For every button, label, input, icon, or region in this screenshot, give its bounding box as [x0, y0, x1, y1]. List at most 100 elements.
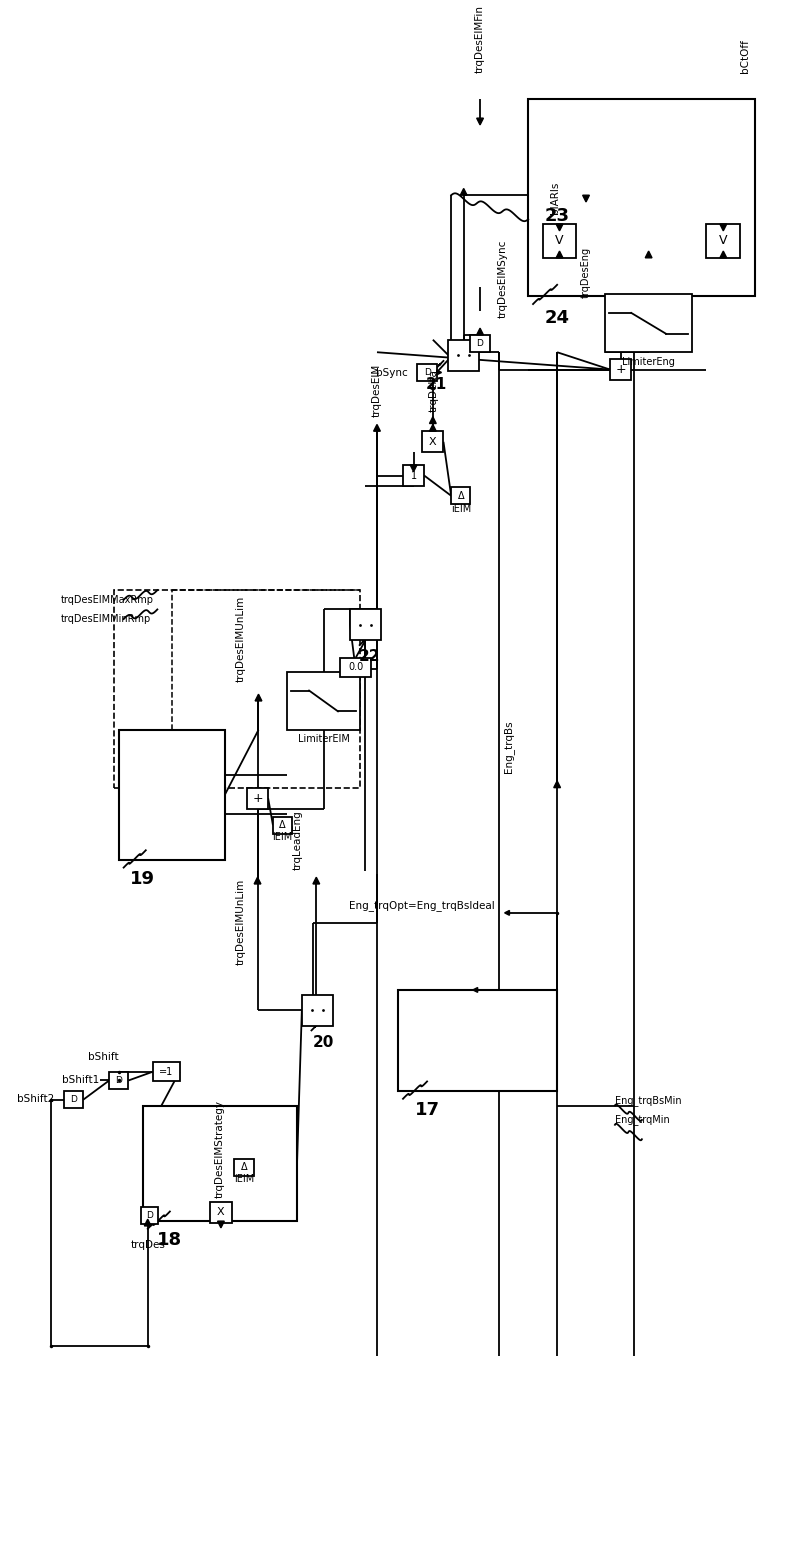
Text: trqLeadEng: trqLeadEng — [293, 810, 303, 870]
Text: D: D — [477, 340, 483, 347]
Text: Eng_trqMin: Eng_trqMin — [615, 1115, 670, 1126]
Polygon shape — [720, 223, 726, 231]
Polygon shape — [554, 780, 561, 788]
Text: V: V — [555, 234, 564, 248]
Polygon shape — [556, 223, 563, 231]
Text: trqDesEIM: trqDesEIM — [372, 363, 382, 417]
Polygon shape — [477, 329, 483, 335]
Text: D: D — [115, 1076, 122, 1086]
Text: trqDesEIMFin: trqDesEIMFin — [475, 5, 485, 73]
FancyBboxPatch shape — [398, 990, 557, 1090]
Polygon shape — [313, 878, 320, 884]
Text: D: D — [146, 1211, 153, 1219]
Text: bCtOff: bCtOff — [740, 39, 750, 73]
Text: Δ: Δ — [279, 820, 286, 830]
Polygon shape — [460, 189, 467, 195]
Polygon shape — [477, 118, 483, 126]
Text: bShift: bShift — [88, 1053, 119, 1062]
Text: trqDelta: trqDelta — [429, 369, 439, 413]
Text: X: X — [429, 437, 437, 447]
Text: Δ: Δ — [458, 490, 464, 501]
Polygon shape — [430, 425, 436, 431]
Text: iEIM: iEIM — [273, 831, 293, 842]
FancyBboxPatch shape — [422, 431, 443, 453]
FancyBboxPatch shape — [210, 1202, 231, 1224]
Text: bSync: bSync — [376, 369, 408, 378]
Text: 19: 19 — [130, 870, 155, 889]
Text: trqDesEng: trqDesEng — [581, 247, 591, 298]
FancyBboxPatch shape — [542, 223, 576, 257]
Text: +: + — [252, 791, 263, 805]
Text: +: + — [615, 363, 626, 375]
FancyBboxPatch shape — [64, 1090, 83, 1109]
Text: trqDesEIMMinRmp: trqDesEIMMinRmp — [61, 614, 151, 624]
Polygon shape — [720, 251, 726, 257]
Text: iEIM: iEIM — [450, 504, 471, 513]
Text: 23: 23 — [545, 208, 570, 225]
Polygon shape — [437, 371, 442, 375]
Polygon shape — [144, 1219, 151, 1225]
Text: trqDesEIMUnLim: trqDesEIMUnLim — [236, 596, 246, 682]
Text: Δ: Δ — [241, 1162, 247, 1173]
Text: bShift1: bShift1 — [62, 1075, 99, 1084]
Text: D: D — [424, 368, 430, 377]
FancyBboxPatch shape — [448, 340, 479, 371]
Text: trqDesEIMMaxRmp: trqDesEIMMaxRmp — [61, 594, 154, 605]
FancyBboxPatch shape — [273, 816, 292, 834]
Text: iEIM: iEIM — [234, 1174, 254, 1183]
Text: 0.0: 0.0 — [348, 662, 363, 672]
Text: =1: =1 — [159, 1067, 173, 1076]
FancyBboxPatch shape — [143, 1106, 297, 1221]
FancyBboxPatch shape — [610, 358, 631, 380]
Polygon shape — [473, 988, 478, 993]
Text: trqDesEIMStrategy: trqDesEIMStrategy — [215, 1100, 225, 1197]
Text: bShift2: bShift2 — [17, 1093, 54, 1104]
FancyBboxPatch shape — [302, 994, 333, 1025]
Text: 18: 18 — [158, 1231, 182, 1250]
FancyBboxPatch shape — [141, 1207, 158, 1224]
FancyBboxPatch shape — [119, 731, 225, 859]
Polygon shape — [556, 251, 563, 257]
FancyBboxPatch shape — [403, 465, 424, 485]
Text: 24: 24 — [545, 309, 570, 327]
Text: 22: 22 — [358, 650, 380, 664]
FancyBboxPatch shape — [287, 672, 360, 731]
FancyBboxPatch shape — [706, 223, 740, 257]
Text: Eng_trqBs: Eng_trqBs — [503, 721, 514, 774]
Polygon shape — [410, 465, 417, 472]
Text: trqDes: trqDes — [130, 1241, 165, 1250]
Polygon shape — [646, 251, 652, 257]
Text: V: V — [719, 234, 727, 248]
Text: D: D — [70, 1095, 77, 1104]
Text: Eng_trqOpt=Eng_trqBsIdeal: Eng_trqOpt=Eng_trqBsIdeal — [350, 900, 495, 910]
FancyBboxPatch shape — [533, 118, 639, 195]
Polygon shape — [374, 425, 380, 431]
Text: LimiterEIM: LimiterEIM — [298, 735, 350, 744]
FancyBboxPatch shape — [340, 658, 371, 676]
Polygon shape — [218, 1221, 224, 1228]
Polygon shape — [254, 878, 261, 884]
Text: 1: 1 — [410, 470, 417, 481]
Text: trqDesEIMUnLim: trqDesEIMUnLim — [236, 879, 246, 965]
Text: Eng_trqBsMin: Eng_trqBsMin — [615, 1095, 682, 1106]
Text: 20: 20 — [312, 1036, 334, 1050]
FancyBboxPatch shape — [153, 1062, 179, 1081]
FancyBboxPatch shape — [109, 1072, 129, 1089]
Polygon shape — [430, 417, 436, 423]
Text: X: X — [217, 1208, 225, 1218]
Text: blARIs: blARIs — [550, 181, 560, 214]
Polygon shape — [505, 910, 510, 915]
FancyBboxPatch shape — [451, 487, 470, 504]
Text: trqDesEIMSync: trqDesEIMSync — [498, 239, 507, 318]
FancyBboxPatch shape — [470, 335, 490, 352]
FancyBboxPatch shape — [350, 610, 381, 641]
Polygon shape — [582, 195, 590, 202]
FancyBboxPatch shape — [234, 1159, 254, 1176]
FancyBboxPatch shape — [528, 99, 754, 296]
FancyBboxPatch shape — [247, 788, 268, 808]
Polygon shape — [255, 695, 262, 701]
Text: 17: 17 — [414, 1101, 439, 1120]
Text: LimiterEng: LimiterEng — [622, 357, 675, 368]
FancyBboxPatch shape — [606, 295, 692, 352]
FancyBboxPatch shape — [418, 364, 437, 382]
